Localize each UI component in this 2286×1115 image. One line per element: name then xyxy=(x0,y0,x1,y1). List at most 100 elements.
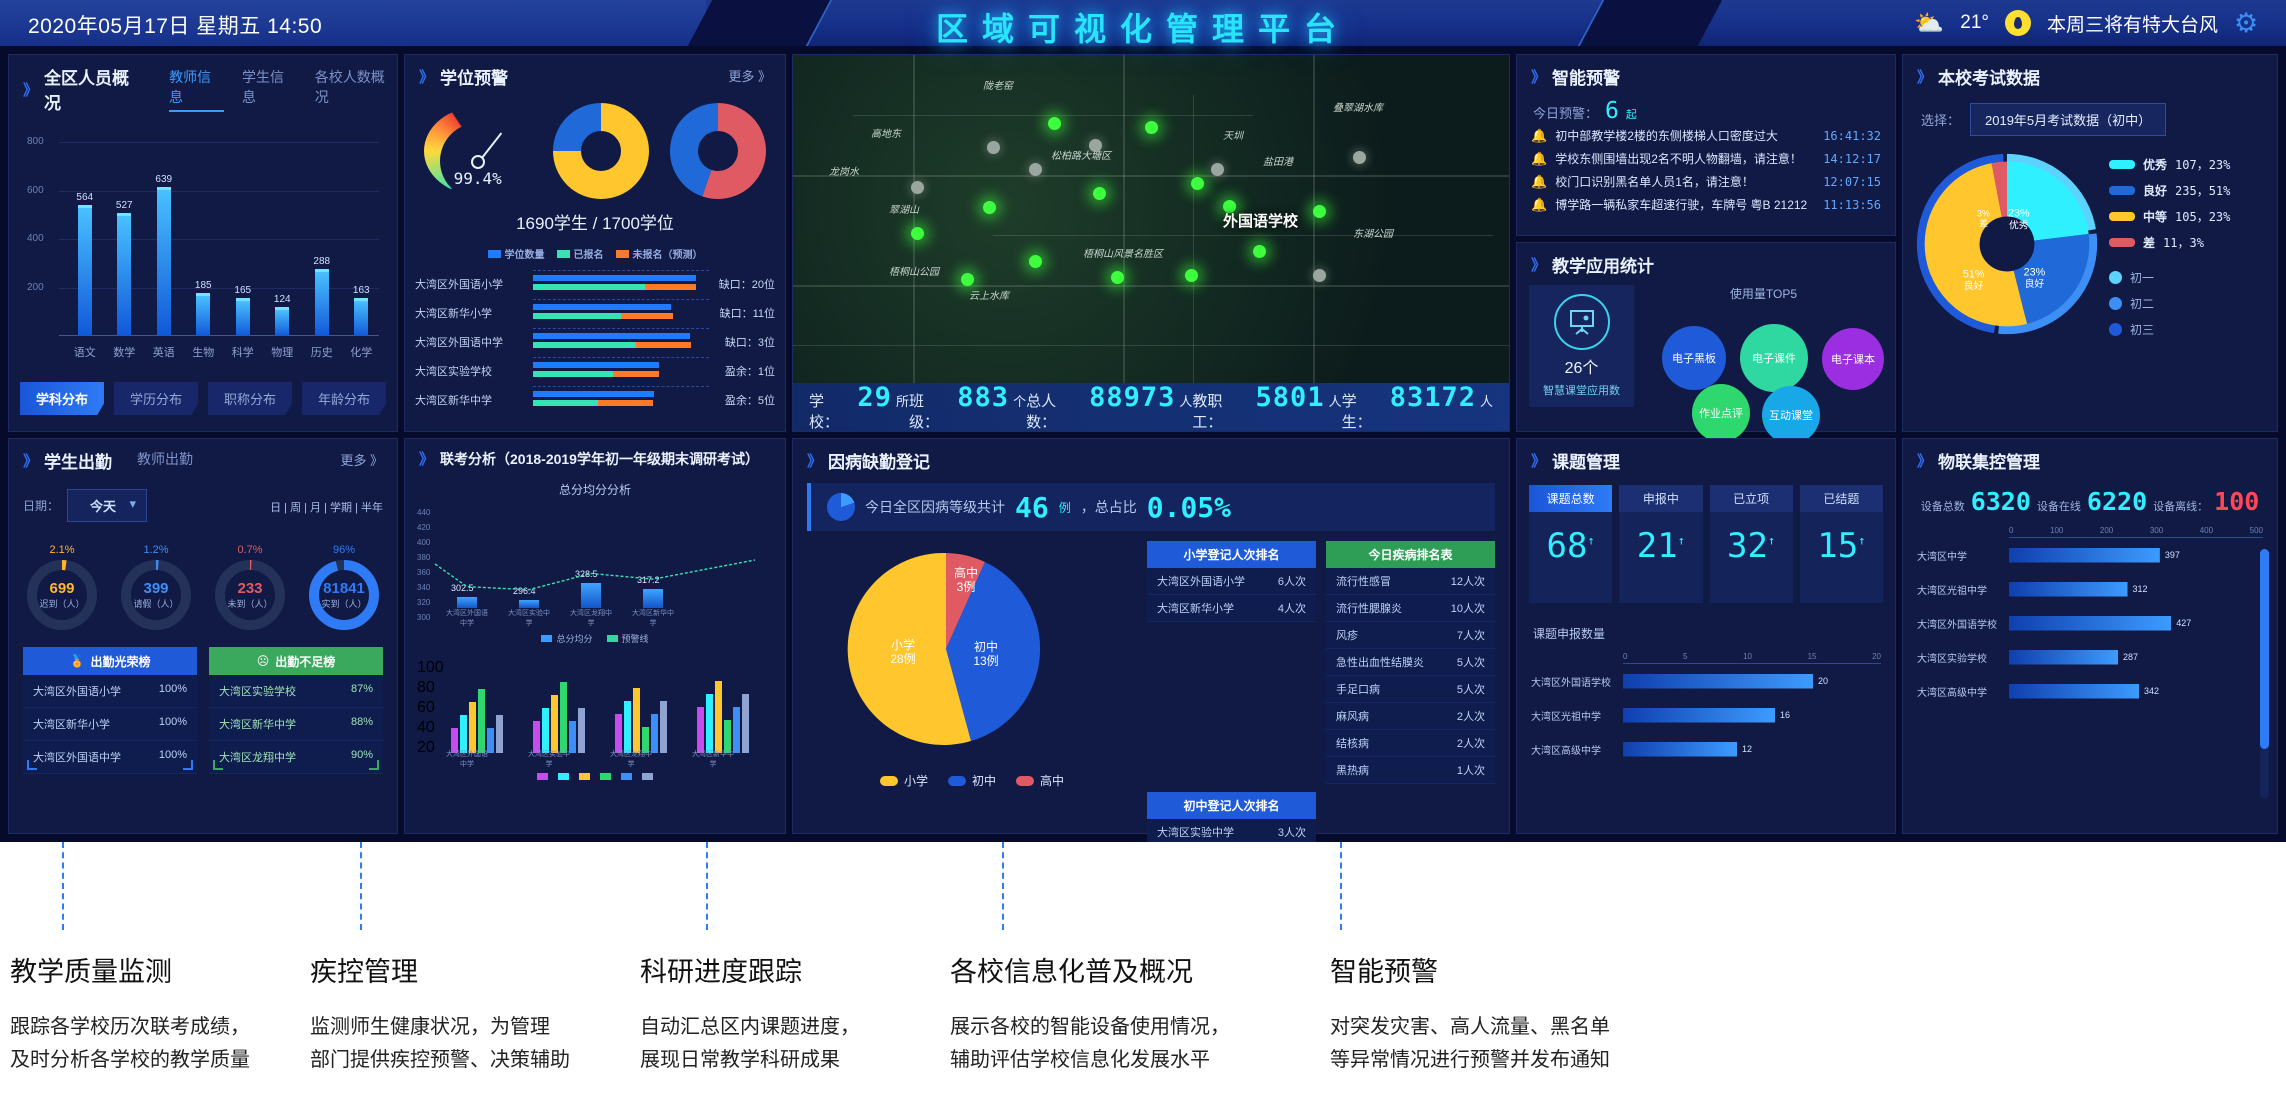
list-row[interactable]: 流行性感冒 12人次 xyxy=(1326,568,1495,595)
alert-row[interactable]: 🔔 学校东侧围墙出现2名不明人物翻墙，请注意！ 14:12:17 xyxy=(1517,147,1895,170)
exam-select-dropdown[interactable]: 2019年5月考试数据（初中） xyxy=(1970,103,2167,136)
line-bar[interactable] xyxy=(643,589,663,608)
panel-g-title: 学生出勤 xyxy=(44,453,113,472)
app-bubble[interactable]: 电子黑板 xyxy=(1662,326,1726,390)
honor-row[interactable]: 大湾区外国语中学 100% xyxy=(23,741,197,774)
list-row[interactable]: 急性出血性结膜炎 5人次 xyxy=(1326,649,1495,676)
line-bar[interactable] xyxy=(519,599,539,608)
map-poi-marker[interactable] xyxy=(1353,151,1366,164)
range-selector[interactable]: 日 | 周 | 月 | 学期 | 半年 xyxy=(270,502,383,514)
attendance-donut[interactable]: 2.1% 699 迟到（人） xyxy=(26,544,98,631)
map-school-marker[interactable] xyxy=(1223,200,1236,213)
gear-icon[interactable]: ⚙ xyxy=(2234,8,2259,38)
bar-item[interactable]: 124 xyxy=(269,294,295,336)
map-school-marker[interactable] xyxy=(911,227,924,240)
btn-age-dist[interactable]: 年龄分布 xyxy=(302,382,387,415)
seat-school-row[interactable]: 大湾区实验学校 盈余：1位 xyxy=(415,356,775,385)
app-bubble[interactable]: 作业点评 xyxy=(1692,384,1750,442)
tab-student-info[interactable]: 学生信息 xyxy=(241,68,284,105)
map-school-marker[interactable] xyxy=(1185,269,1198,282)
map-school-marker[interactable] xyxy=(1048,117,1061,130)
map-school-marker[interactable] xyxy=(1145,121,1158,134)
column-group[interactable] xyxy=(451,689,503,753)
date-dropdown[interactable]: 今天 xyxy=(67,489,148,522)
seat-school-row[interactable]: 大湾区新华小学 缺口：11位 xyxy=(415,298,775,327)
bar-item[interactable]: 564 xyxy=(72,192,98,336)
map-poi-marker[interactable] xyxy=(1313,269,1326,282)
panel-g-more-link[interactable]: 更多 》 xyxy=(340,453,383,468)
scrollbar-track[interactable] xyxy=(2260,549,2269,799)
app-bubble[interactable]: 互动课堂 xyxy=(1762,386,1820,444)
attendance-donut[interactable]: 1.2% 399 请假（人） xyxy=(120,544,192,631)
hbar-row[interactable]: 大湾区中学 397 xyxy=(1917,538,2263,572)
tab-teacher-attendance[interactable]: 教师出勤 xyxy=(137,451,194,467)
panel-b-more-link[interactable]: 更多 》 xyxy=(728,69,771,84)
honor-row[interactable]: 大湾区新华小学 100% xyxy=(23,708,197,741)
hbar-row[interactable]: 大湾区实验学校 287 xyxy=(1917,640,2263,674)
hbar-row[interactable]: 大湾区高级中学 342 xyxy=(1917,674,2263,708)
hbar-row[interactable]: 大湾区外国语学校 20 xyxy=(1531,664,1881,698)
list-row[interactable]: 大湾区外国语小学 6人次 xyxy=(1147,568,1316,595)
map-school-marker[interactable] xyxy=(1093,187,1106,200)
app-bubble[interactable]: 电子课本 xyxy=(1822,328,1884,390)
btn-title-dist[interactable]: 职称分布 xyxy=(208,382,293,415)
column-group[interactable] xyxy=(697,681,749,753)
alert-row[interactable]: 🔔 博学路一辆私家车超速行驶，车牌号 粤B 21212 11:13:56 xyxy=(1517,193,1895,216)
hbar-row[interactable]: 大湾区光祖中学 312 xyxy=(1917,572,2263,606)
project-kpi-card[interactable]: 已立项 32↑ xyxy=(1709,485,1793,603)
bar-item[interactable]: 163 xyxy=(348,285,374,336)
map-school-marker[interactable] xyxy=(1253,245,1266,258)
column-group[interactable] xyxy=(533,682,585,753)
project-kpi-card[interactable]: 已结题 15↑ xyxy=(1799,485,1883,603)
attendance-donut[interactable]: 96% 81841 实到（人） xyxy=(308,544,380,631)
list-row[interactable]: 流行性腮腺炎 10人次 xyxy=(1326,595,1495,622)
seat-school-row[interactable]: 大湾区外国语小学 缺口：20位 xyxy=(415,269,775,298)
hbar-row[interactable]: 大湾区外国语学校 427 xyxy=(1917,606,2263,640)
tab-teacher-info[interactable]: 教师信息 xyxy=(169,67,224,112)
map-poi-marker[interactable] xyxy=(1029,163,1042,176)
map-poi-marker[interactable] xyxy=(987,141,1000,154)
scrollbar-thumb[interactable] xyxy=(2260,549,2269,749)
honor-row[interactable]: 大湾区外国语小学 100% xyxy=(23,675,197,708)
map-school-marker[interactable] xyxy=(1313,205,1326,218)
bar-item[interactable]: 288 xyxy=(309,256,335,336)
map-school-marker[interactable] xyxy=(1029,255,1042,268)
poor-row[interactable]: 大湾区龙翔中学 90% xyxy=(209,741,383,774)
btn-education-dist[interactable]: 学历分布 xyxy=(113,382,198,415)
project-kpi-card[interactable]: 申报中 21↑ xyxy=(1619,485,1703,603)
hbar-row[interactable]: 大湾区光祖中学 16 xyxy=(1531,698,1881,732)
list-row[interactable]: 结核病 2人次 xyxy=(1326,730,1495,757)
line-bar[interactable] xyxy=(581,583,601,608)
app-bubble[interactable]: 电子课件 xyxy=(1740,324,1808,392)
list-row[interactable]: 风疹 7人次 xyxy=(1326,622,1495,649)
map-poi-marker[interactable] xyxy=(1089,139,1102,152)
tab-school-headcount[interactable]: 各校人数概况 xyxy=(314,68,385,105)
map-school-marker[interactable] xyxy=(1111,271,1124,284)
alert-row[interactable]: 🔔 校门口识别黑名单人员1名，请注意！ 12:07:15 xyxy=(1517,170,1895,193)
bar-item[interactable]: 185 xyxy=(190,280,216,336)
map-school-marker[interactable] xyxy=(983,201,996,214)
column-group[interactable] xyxy=(615,688,667,753)
map-school-marker[interactable] xyxy=(1191,177,1204,190)
list-row[interactable]: 大湾区新华小学 4人次 xyxy=(1147,595,1316,622)
btn-subject-dist[interactable]: 学科分布 xyxy=(19,382,104,415)
list-row[interactable]: 麻风病 2人次 xyxy=(1326,703,1495,730)
bar-item[interactable]: 639 xyxy=(151,174,177,336)
line-bar[interactable] xyxy=(457,596,477,608)
poor-row[interactable]: 大湾区新华中学 88% xyxy=(209,708,383,741)
bar-item[interactable]: 165 xyxy=(230,285,256,336)
project-kpi-card[interactable]: 课题总数 68↑ xyxy=(1529,485,1613,603)
alert-row[interactable]: 🔔 初中部教学楼2楼的东侧楼梯人口密度过大 16:41:32 xyxy=(1517,124,1895,147)
list-row[interactable]: 黑热病 1人次 xyxy=(1326,757,1495,784)
map-canvas[interactable]: 陇老窑 高地东 龙岗水 翠湖山 松柏路大塘区 天圳 叠翠湖水库 梧桐山风景名胜区 梧桐山公园 云上… xyxy=(793,55,1509,431)
attendance-donut[interactable]: 0.7% 233 未到（人） xyxy=(214,544,286,631)
map-poi-marker[interactable] xyxy=(1211,163,1224,176)
poor-row[interactable]: 大湾区实验学校 87% xyxy=(209,675,383,708)
hbar-row[interactable]: 大湾区高级中学 12 xyxy=(1531,732,1881,766)
map-poi-marker[interactable] xyxy=(911,181,924,194)
list-row[interactable]: 手足口病 5人次 xyxy=(1326,676,1495,703)
seat-school-row[interactable]: 大湾区新华中学 盈余：5位 xyxy=(415,385,775,414)
bar-item[interactable]: 527 xyxy=(111,200,137,336)
map-school-marker[interactable] xyxy=(961,273,974,286)
seat-school-row[interactable]: 大湾区外国语中学 缺口：3位 xyxy=(415,327,775,356)
